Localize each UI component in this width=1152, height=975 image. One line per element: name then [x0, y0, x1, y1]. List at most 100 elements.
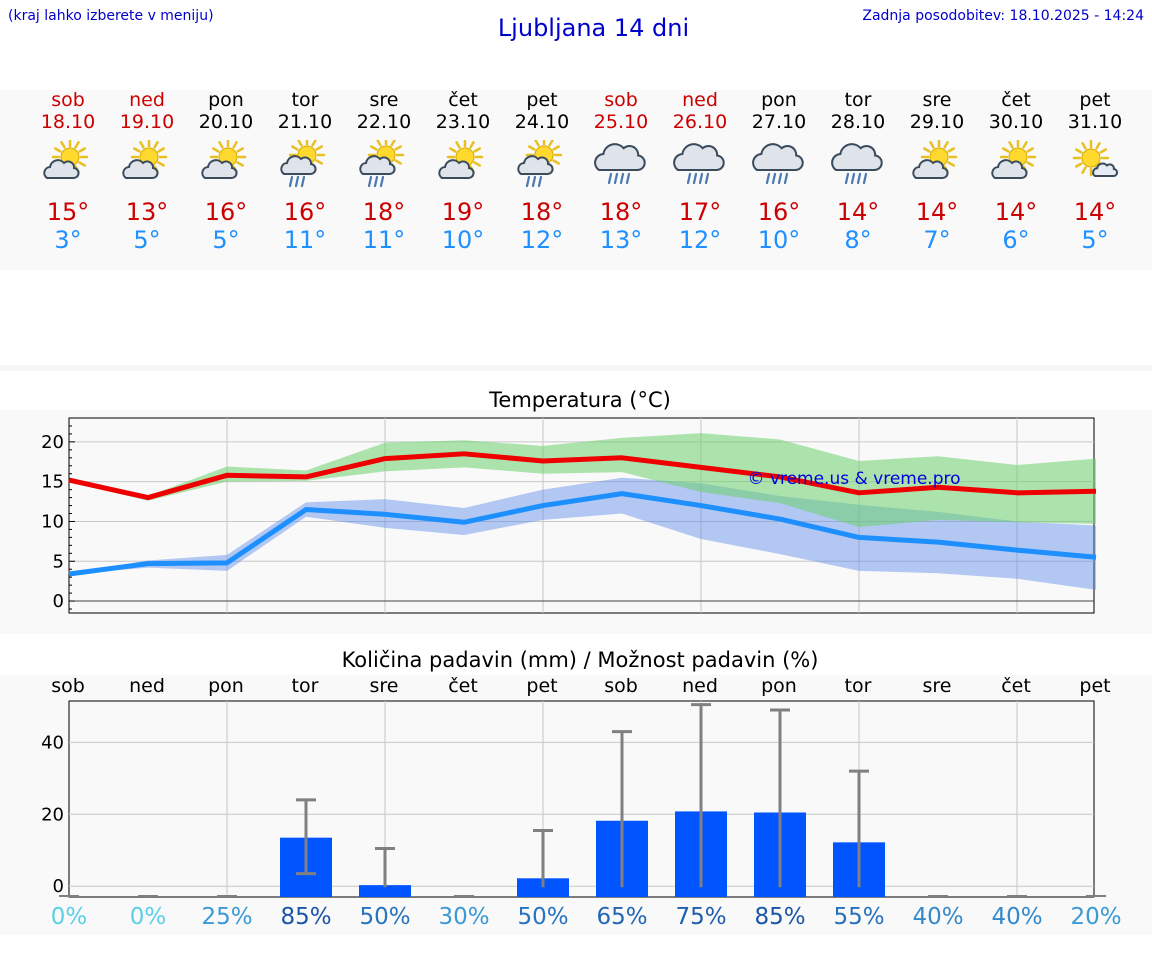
- forecast-day: tor 21.10: [265, 89, 345, 133]
- day-name: pon: [208, 89, 244, 111]
- sun-cloud-rain-icon: [275, 136, 335, 194]
- precip-day-label: sob: [604, 675, 638, 697]
- page-title: Ljubljana 14 dni: [497, 14, 690, 42]
- temp-band-max: [69, 433, 1096, 528]
- separator-band: [0, 365, 1152, 371]
- precip-bar: [359, 885, 411, 897]
- sun-cloud-icon: [907, 138, 967, 194]
- forecast-day: čet 30.10: [976, 89, 1056, 133]
- temp-min: 6°: [1002, 226, 1030, 254]
- precip-chance: 30%: [438, 904, 490, 930]
- temp-min: 12°: [520, 226, 564, 254]
- day-date: 27.10: [751, 111, 807, 133]
- day-date: 20.10: [198, 111, 254, 133]
- temperature-chart: 0 5 10 15 20 © vreme.us & vreme.pro: [41, 417, 1097, 614]
- sun-cloud-icon: [986, 138, 1046, 194]
- day-date: 31.10: [1067, 111, 1123, 133]
- day-name: čet: [448, 89, 478, 111]
- temp-max: 14°: [915, 198, 959, 226]
- sun-small-cloud-icon: [1065, 139, 1125, 194]
- day-name: sre: [922, 89, 952, 111]
- precip-chance: 20%: [1070, 904, 1122, 930]
- forecast-day: sre 22.10: [344, 89, 424, 133]
- temp-min: 5°: [1081, 226, 1109, 254]
- day-date: 22.10: [356, 111, 412, 133]
- sun-cloud-icon: [38, 138, 98, 194]
- forecast-day: pet 31.10: [1055, 89, 1135, 133]
- precip-day-label: čet: [448, 675, 478, 697]
- temp-max: 15°: [46, 198, 90, 226]
- day-date: 21.10: [277, 111, 333, 133]
- temp-max: 16°: [204, 198, 248, 226]
- sun-cloud-icon: [433, 138, 493, 194]
- precip-chance: 65%: [596, 904, 648, 930]
- forecast-day: ned 19.10: [107, 89, 187, 133]
- day-date: 28.10: [830, 111, 886, 133]
- temp-max: 14°: [1073, 198, 1117, 226]
- precip-chance: 40%: [991, 904, 1043, 930]
- day-date: 24.10: [514, 111, 570, 133]
- cloud-rain-icon: [828, 140, 888, 194]
- temp-max: 14°: [836, 198, 880, 226]
- forecast-day: sob 18.10: [28, 89, 108, 133]
- sun-cloud-rain-icon: [354, 136, 414, 194]
- day-date: 29.10: [909, 111, 965, 133]
- day-date: 23.10: [435, 111, 491, 133]
- watermark: © vreme.us & vreme.pro: [747, 469, 960, 489]
- precip-chance: 85%: [754, 904, 806, 930]
- temp-line-min: [68, 491, 1097, 577]
- precip-chance: 75%: [675, 904, 727, 930]
- day-name: čet: [1001, 89, 1031, 111]
- temp-line-max: [68, 451, 1097, 501]
- temp-min: 8°: [844, 226, 872, 254]
- temp-max: 18°: [599, 198, 643, 226]
- forecast-band: [0, 90, 1152, 270]
- precip-day-label: pon: [761, 675, 797, 697]
- precip-day-label: čet: [1001, 675, 1031, 697]
- forecast-day: sre 29.10: [897, 89, 977, 133]
- day-name: sob: [51, 89, 85, 111]
- precip-day-label: tor: [291, 675, 319, 697]
- temp-max: 14°: [994, 198, 1038, 226]
- day-date: 25.10: [593, 111, 649, 133]
- temp-min: 5°: [133, 226, 161, 254]
- precip-chance: 25%: [201, 904, 253, 930]
- precip-bar: [517, 878, 569, 897]
- last-update: Zadnja posodobitev: 18.10.2025 - 14:24: [862, 8, 1144, 24]
- menu-hint: (kraj lahko izberete v meniju): [8, 8, 214, 24]
- temp-min: 12°: [678, 226, 722, 254]
- temp-min: 10°: [757, 226, 801, 254]
- precip-day-label: sre: [369, 675, 399, 697]
- precip-day-label: pet: [526, 675, 558, 697]
- day-name: tor: [844, 89, 872, 111]
- cloud-rain-icon: [670, 140, 730, 194]
- day-name: ned: [682, 89, 718, 111]
- day-date: 18.10: [40, 111, 96, 133]
- forecast-day: tor 28.10: [818, 89, 898, 133]
- precip-day-label: tor: [844, 675, 872, 697]
- temp-min: 3°: [54, 226, 82, 254]
- cloud-rain-icon: [749, 140, 809, 194]
- temp-max: 13°: [125, 198, 169, 226]
- precip-tick-label: 40: [41, 732, 64, 753]
- precip-chance: 0%: [129, 904, 167, 930]
- precip-chance: 0%: [50, 904, 88, 930]
- day-name: ned: [129, 89, 165, 111]
- temp-tick-label: 15: [41, 472, 64, 493]
- precip-chance: 50%: [517, 904, 569, 930]
- day-name: pet: [526, 89, 558, 111]
- day-name: sob: [604, 89, 638, 111]
- forecast-day: sob 25.10: [581, 89, 661, 133]
- temp-max: 19°: [441, 198, 485, 226]
- temp-tick-label: 10: [41, 511, 64, 532]
- temp-tick-label: 20: [41, 432, 64, 453]
- forecast-day: ned 26.10: [660, 89, 740, 133]
- temp-tick-label: 0: [53, 591, 64, 612]
- temp-chart-title: Temperatura (°C): [489, 388, 671, 412]
- sun-cloud-icon: [196, 138, 256, 194]
- precip-day-label: sob: [51, 675, 85, 697]
- forecast-day: pon 20.10: [186, 89, 266, 133]
- temp-min: 5°: [212, 226, 240, 254]
- forecast-day: pet 24.10: [502, 89, 582, 133]
